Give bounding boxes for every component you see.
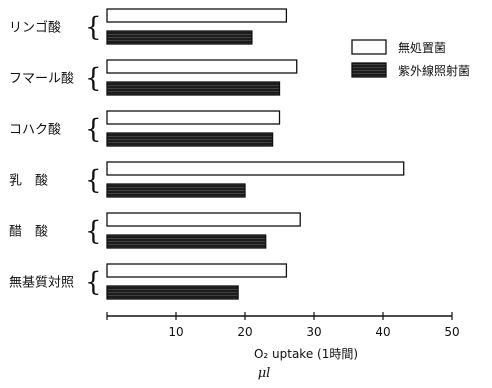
category-brace: { — [85, 217, 102, 247]
bar-untreated — [106, 263, 288, 278]
category-label: 乳 酸 — [9, 174, 48, 189]
x-tick-label: 30 — [306, 325, 321, 339]
bars — [106, 8, 405, 300]
legend-swatch — [351, 62, 387, 78]
x-tick-label: 20 — [237, 325, 252, 339]
legend-label: 紫外線照射菌 — [398, 63, 470, 78]
x-tick-label: 10 — [168, 325, 183, 339]
bar-untreated — [106, 59, 298, 74]
category-label: フマール酸 — [9, 72, 74, 87]
category-label: コハク酸 — [9, 123, 61, 138]
x-tick-label: 50 — [444, 325, 459, 339]
bar-uv-irradiated — [106, 81, 281, 96]
legend-swatch — [351, 39, 387, 55]
category-label: 醋 酸 — [9, 224, 48, 240]
legend-label: 無処置菌 — [398, 40, 446, 55]
category-label: リンゴ酸 — [9, 20, 61, 36]
category-label: 無基質対照 — [9, 276, 74, 291]
bar-untreated — [106, 212, 301, 227]
x-axis: 10 20 30 40 50 — [106, 312, 460, 339]
x-tick-label: 40 — [375, 325, 390, 339]
category-brace: { — [85, 268, 102, 298]
bar-uv-irradiated — [106, 30, 253, 45]
category-brace: { — [85, 115, 102, 145]
bar-uv-irradiated — [106, 132, 274, 147]
bar-untreated — [106, 161, 405, 176]
category-brace: { — [85, 166, 102, 196]
category-braces: { { { { { { — [85, 13, 102, 298]
category-brace: { — [85, 64, 102, 94]
bar-untreated — [106, 110, 281, 125]
category-brace: { — [85, 13, 102, 43]
bar-uv-irradiated — [106, 234, 267, 249]
bar-untreated — [106, 8, 288, 23]
x-axis-title: O₂ uptake (1時間) — [254, 347, 358, 361]
x-axis-unit: μl — [258, 366, 271, 381]
bar-uv-irradiated — [106, 183, 246, 198]
bar-uv-irradiated — [106, 285, 239, 300]
